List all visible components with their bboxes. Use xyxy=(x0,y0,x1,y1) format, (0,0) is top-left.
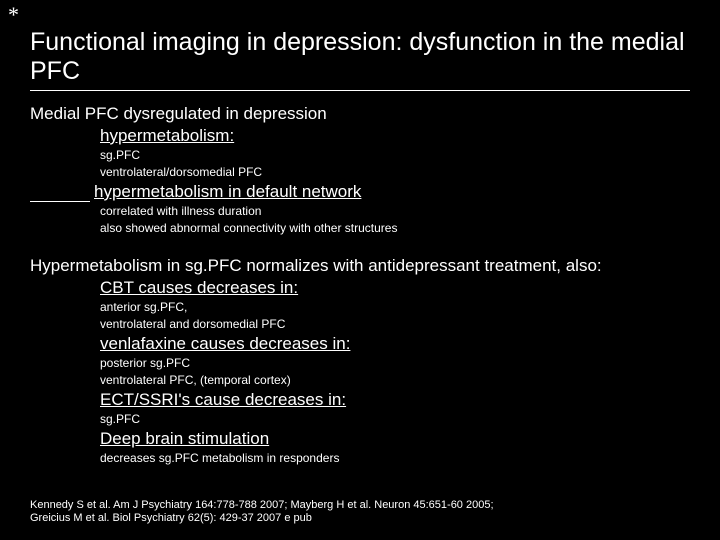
title-block: Functional imaging in depression: dysfun… xyxy=(30,28,690,91)
slide-body: Medial PFC dysregulated in depression hy… xyxy=(30,104,690,468)
citation-line-1: Kennedy S et al. Am J Psychiatry 164:778… xyxy=(30,499,690,513)
dbs-detail-a: decreases sg.PFC metabolism in responder… xyxy=(100,451,690,466)
title-rule xyxy=(30,90,690,91)
section1-heading: Medial PFC dysregulated in depression xyxy=(30,104,690,124)
dbs-heading: Deep brain stimulation xyxy=(100,429,690,449)
section1-sub2-text: hypermetabolism in default network xyxy=(94,182,361,201)
section1-sub1: hypermetabolism: xyxy=(100,126,690,146)
section1-sub2-detail-a: correlated with illness duration xyxy=(100,204,690,219)
cbt-detail-b: ventrolateral and dorsomedial PFC xyxy=(100,317,690,332)
section2-heading: Hypermetabolism in sg.PFC normalizes wit… xyxy=(30,256,690,276)
ven-detail-b: ventrolateral PFC, (temporal cortex) xyxy=(100,373,690,388)
ect-heading: ECT/SSRI's cause decreases in: xyxy=(100,390,690,410)
section1-sub2: hypermetabolism in default network xyxy=(30,182,690,202)
section1-sub2-detail-b: also showed abnormal connectivity with o… xyxy=(100,221,690,236)
ven-heading: venlafaxine causes decreases in: xyxy=(100,334,690,354)
cbt-heading: CBT causes decreases in: xyxy=(100,278,690,298)
ect-detail-a: sg.PFC xyxy=(100,412,690,427)
leading-underline xyxy=(30,201,90,202)
citation: Kennedy S et al. Am J Psychiatry 164:778… xyxy=(30,499,690,527)
ven-detail-a: posterior sg.PFC xyxy=(100,356,690,371)
slide: * Functional imaging in depression: dysf… xyxy=(0,0,720,540)
cbt-detail-a: anterior sg.PFC, xyxy=(100,300,690,315)
citation-line-2: Greicius M et al. Biol Psychiatry 62(5):… xyxy=(30,512,690,526)
slide-title: Functional imaging in depression: dysfun… xyxy=(30,28,690,86)
asterisk-marker: * xyxy=(8,2,19,28)
section1-sub1-detail-a: sg.PFC xyxy=(100,148,690,163)
section1-sub1-detail-b: ventrolateral/dorsomedial PFC xyxy=(100,165,690,180)
